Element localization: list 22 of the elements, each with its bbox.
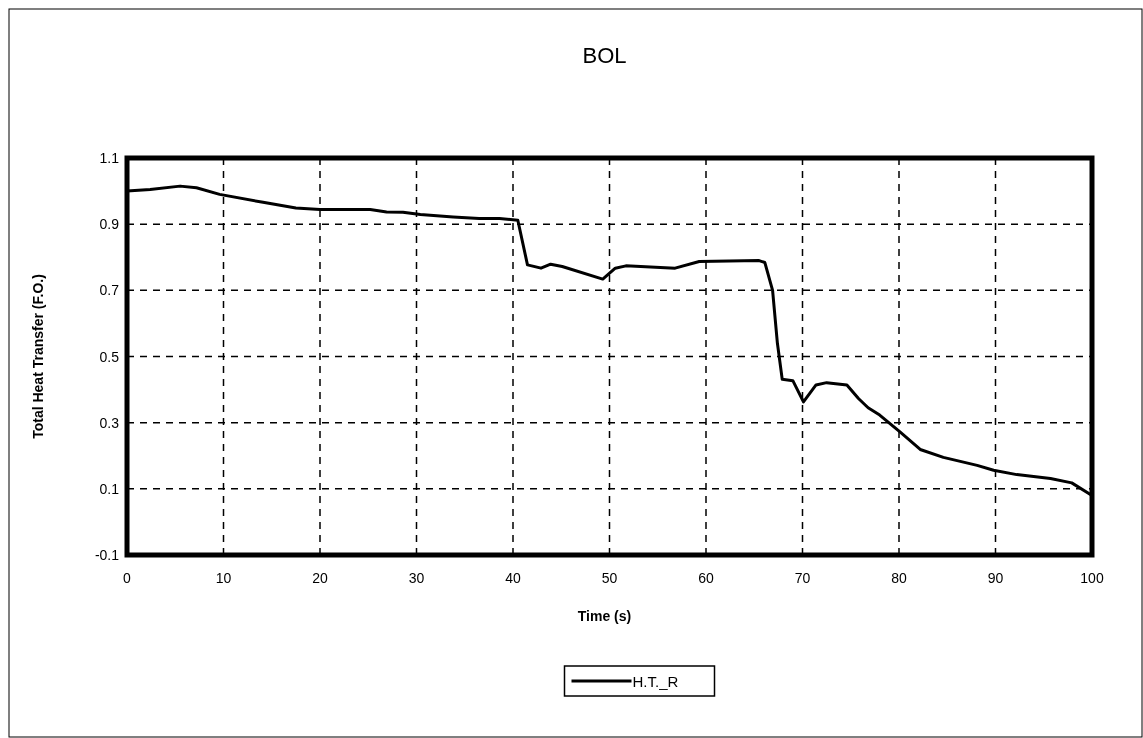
x-tick-label: 50: [601, 570, 618, 586]
y-tick-label: 0.7: [99, 282, 120, 299]
x-tick-label: 10: [215, 570, 232, 586]
x-tick-label: 60: [698, 570, 714, 586]
x-tick-label: 30: [408, 570, 425, 586]
x-tick-label: 20: [312, 570, 328, 586]
x-tick-label: 80: [891, 570, 907, 586]
y-tick-label: -0.1: [94, 547, 120, 563]
legend-label: H.T._R: [632, 673, 679, 690]
y-tick-label: 0.5: [99, 348, 120, 365]
x-tick-label: 40: [505, 570, 521, 586]
x-tick-label: 70: [794, 570, 811, 586]
y-tick-label: 0.9: [99, 216, 120, 233]
y-tick-label: 1.1: [99, 150, 120, 166]
x-tick-label: 0: [123, 570, 132, 586]
chart-title: BOL: [582, 43, 627, 68]
y-tick-label: 0.1: [99, 480, 120, 497]
y-axis-title: Total Heat Transfer (F.O.): [30, 274, 46, 439]
x-tick-label: 90: [987, 570, 1004, 586]
y-tick-label: 0.3: [99, 414, 120, 431]
x-axis-title: Time (s): [577, 608, 632, 624]
x-tick-label: 100: [1080, 570, 1104, 586]
